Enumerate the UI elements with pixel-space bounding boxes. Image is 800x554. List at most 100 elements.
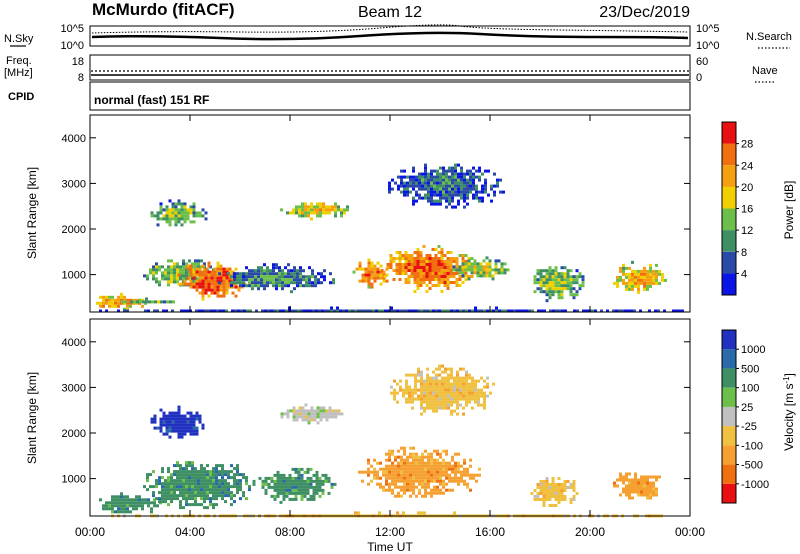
- data-cell: [322, 202, 325, 206]
- data-cell: [557, 486, 561, 489]
- data-cell: [551, 287, 555, 291]
- data-cell: [542, 483, 546, 486]
- data-cell: [475, 190, 478, 194]
- y-tick-label: 2000: [62, 428, 86, 440]
- data-cell: [222, 294, 226, 298]
- data-cell: [458, 275, 462, 278]
- data-cell: [443, 263, 447, 266]
- data-cell: [325, 409, 329, 413]
- data-cell: [303, 488, 307, 492]
- data-cell: [628, 478, 631, 482]
- data-cell: [575, 492, 579, 495]
- data-cell: [616, 278, 619, 282]
- data-cell: [461, 254, 465, 257]
- data-cell: [433, 181, 436, 185]
- data-cell: [395, 257, 399, 260]
- data-cell: [470, 271, 474, 275]
- data-cell: [173, 485, 176, 489]
- data-cell: [473, 262, 477, 266]
- data-cell: [412, 202, 415, 206]
- data-cell: [477, 394, 480, 398]
- data-cell: [311, 284, 314, 288]
- data-cell: [292, 406, 296, 410]
- data-cell: [640, 475, 643, 479]
- data-cell: [413, 290, 417, 293]
- data-cell: [307, 211, 310, 215]
- data-cell: [619, 478, 622, 482]
- data-cell: [292, 208, 295, 212]
- data-cell: [400, 464, 403, 468]
- data-cell: [158, 491, 161, 495]
- data-cell: [416, 269, 420, 272]
- data-cell: [442, 470, 445, 474]
- data-cell: [424, 169, 427, 173]
- data-cell: [457, 199, 460, 203]
- data-cell: [288, 488, 292, 492]
- data-cell: [545, 477, 549, 480]
- data-cell: [421, 473, 424, 477]
- data-cell: [132, 504, 135, 508]
- data-cell: [315, 470, 319, 474]
- data-cell: [453, 409, 456, 413]
- data-cell: [396, 391, 399, 395]
- data-cell: [631, 481, 634, 485]
- data-cell: [539, 287, 543, 291]
- data-cell: [631, 496, 634, 500]
- data-cell: [426, 394, 429, 398]
- data-cell: [195, 414, 199, 418]
- data-cell: [634, 472, 637, 476]
- nsearch-label: N.Search: [746, 31, 792, 43]
- data-cell: [405, 379, 408, 383]
- data-cell: [282, 473, 286, 477]
- data-cell: [358, 470, 361, 474]
- data-cell: [439, 202, 442, 206]
- data-cell: [493, 190, 496, 194]
- data-cell: [149, 271, 152, 275]
- data-cell: [200, 473, 203, 477]
- data-cell: [442, 467, 445, 471]
- data-cell: [416, 254, 420, 257]
- data-cell: [442, 184, 445, 188]
- data-cell: [295, 205, 298, 209]
- data-cell: [557, 296, 561, 300]
- data-cell: [242, 281, 245, 285]
- data-cell: [455, 284, 459, 287]
- data-cell: [126, 504, 129, 508]
- data-cell: [483, 406, 486, 410]
- data-cell: [170, 476, 173, 480]
- data-cell: [306, 479, 310, 483]
- data-cell: [449, 281, 453, 284]
- data-cell: [415, 190, 418, 194]
- data-cell: [152, 491, 155, 495]
- data-cell: [447, 376, 450, 380]
- data-cell: [435, 376, 438, 380]
- data-cell: [458, 265, 462, 269]
- data-cell: [399, 385, 402, 389]
- data-cell: [566, 275, 570, 279]
- data-cell: [385, 473, 388, 477]
- data-cell: [628, 281, 631, 285]
- data-cell: [161, 488, 164, 492]
- data-cell: [158, 280, 161, 284]
- data-cell: [612, 309, 615, 313]
- data-cell: [373, 270, 377, 274]
- data-cell: [388, 473, 391, 477]
- data-cell: [643, 284, 646, 288]
- data-cell: [391, 491, 394, 495]
- data-cell: [233, 479, 236, 483]
- data-cell: [248, 272, 251, 276]
- data-cell: [191, 485, 194, 489]
- data-cell: [625, 493, 628, 497]
- data-cell: [424, 485, 427, 489]
- data-cell: [173, 491, 176, 495]
- data-cell: [376, 473, 379, 477]
- data-cell: [195, 426, 199, 430]
- data-cell: [428, 275, 432, 278]
- data-cell: [536, 498, 540, 501]
- data-cell: [548, 287, 552, 291]
- data-cell: [156, 309, 159, 313]
- data-cell: [467, 277, 471, 281]
- data-cell: [445, 205, 448, 209]
- data-cell: [165, 432, 169, 436]
- data-cell: [619, 493, 622, 497]
